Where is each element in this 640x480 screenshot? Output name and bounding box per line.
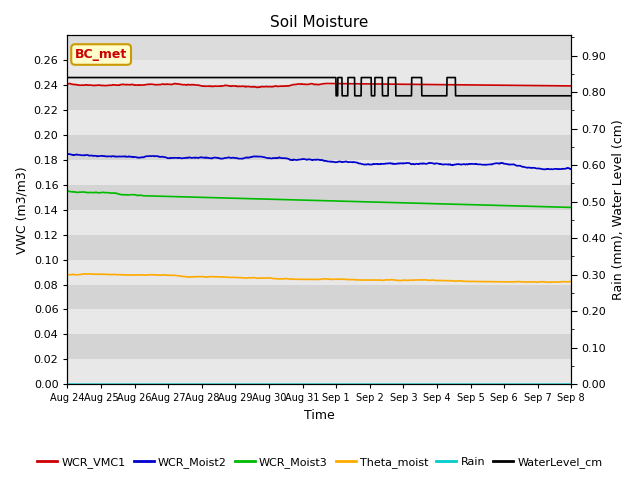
Line: WCR_VMC1: WCR_VMC1 xyxy=(67,84,572,87)
WCR_VMC1 xyxy=(63,81,71,87)
Line: WCR_Moist2: WCR_Moist2 xyxy=(67,154,572,169)
WaterLevel_cm xyxy=(553,93,561,99)
Line: WaterLevel_cm: WaterLevel_cm xyxy=(67,78,572,96)
Bar xyxy=(67,110,572,135)
WaterLevel_cm xyxy=(332,93,340,99)
Bar xyxy=(67,160,572,185)
WCR_Moist2 xyxy=(460,161,468,167)
WCR_VMC1 xyxy=(172,81,179,86)
WCR_VMC1 xyxy=(253,84,261,90)
Y-axis label: VWC (m3/m3): VWC (m3/m3) xyxy=(15,166,28,253)
WaterLevel_cm xyxy=(553,93,561,99)
Line: WCR_Moist3: WCR_Moist3 xyxy=(67,191,572,207)
Theta_moist xyxy=(309,276,317,282)
WCR_Moist2 xyxy=(553,166,561,172)
Legend: WCR_VMC1, WCR_Moist2, WCR_Moist3, Theta_moist, Rain, WaterLevel_cm: WCR_VMC1, WCR_Moist2, WCR_Moist3, Theta_… xyxy=(33,452,607,472)
WCR_VMC1 xyxy=(554,83,561,89)
Rain xyxy=(460,381,468,387)
WaterLevel_cm xyxy=(308,75,316,81)
WCR_VMC1 xyxy=(553,83,561,89)
WCR_Moist3 xyxy=(65,188,72,194)
Rain xyxy=(552,381,560,387)
Theta_moist xyxy=(90,271,97,277)
WaterLevel_cm xyxy=(90,75,97,81)
Bar xyxy=(67,235,572,260)
WCR_VMC1 xyxy=(309,81,317,87)
Line: Theta_moist: Theta_moist xyxy=(67,274,572,282)
WaterLevel_cm xyxy=(295,75,303,81)
Bar xyxy=(67,360,572,384)
Bar xyxy=(67,310,572,335)
WaterLevel_cm xyxy=(461,93,468,99)
Theta_moist xyxy=(63,272,71,277)
Theta_moist xyxy=(543,279,551,285)
WCR_Moist2 xyxy=(90,153,97,159)
WCR_Moist2 xyxy=(553,166,561,172)
Bar xyxy=(67,285,572,310)
Bar xyxy=(67,60,572,85)
WCR_Moist3 xyxy=(568,204,575,210)
WCR_VMC1 xyxy=(296,81,303,87)
Y-axis label: Rain (mm), Water Level (cm): Rain (mm), Water Level (cm) xyxy=(612,120,625,300)
Rain xyxy=(308,381,316,387)
WCR_Moist2 xyxy=(308,157,316,163)
X-axis label: Time: Time xyxy=(304,409,335,422)
WCR_VMC1 xyxy=(568,83,575,89)
Bar xyxy=(67,85,572,110)
WaterLevel_cm xyxy=(568,93,575,99)
Theta_moist xyxy=(554,279,561,285)
Title: Soil Moisture: Soil Moisture xyxy=(270,15,369,30)
Bar xyxy=(67,210,572,235)
WCR_Moist2 xyxy=(63,151,71,156)
Theta_moist xyxy=(296,276,303,282)
Rain xyxy=(63,381,71,387)
Text: BC_met: BC_met xyxy=(75,48,127,61)
WCR_VMC1 xyxy=(461,82,468,88)
Rain xyxy=(295,381,303,387)
Rain xyxy=(553,381,561,387)
WCR_Moist3 xyxy=(63,188,71,194)
WCR_Moist3 xyxy=(309,197,317,203)
Theta_moist xyxy=(83,271,90,277)
WCR_Moist2 xyxy=(295,156,303,162)
WCR_Moist3 xyxy=(461,202,468,207)
WCR_Moist3 xyxy=(553,204,561,210)
Bar xyxy=(67,185,572,210)
Bar xyxy=(67,135,572,160)
WCR_Moist3 xyxy=(553,204,561,210)
WCR_Moist2 xyxy=(568,166,575,172)
Bar xyxy=(67,335,572,360)
WCR_Moist2 xyxy=(541,167,548,172)
Rain xyxy=(90,381,97,387)
Rain xyxy=(568,381,575,387)
WCR_VMC1 xyxy=(90,83,97,88)
Bar xyxy=(67,260,572,285)
Theta_moist xyxy=(553,279,561,285)
WCR_Moist3 xyxy=(90,190,97,195)
WaterLevel_cm xyxy=(63,75,71,81)
Theta_moist xyxy=(568,278,575,284)
WCR_Moist3 xyxy=(296,197,303,203)
Theta_moist xyxy=(461,278,468,284)
